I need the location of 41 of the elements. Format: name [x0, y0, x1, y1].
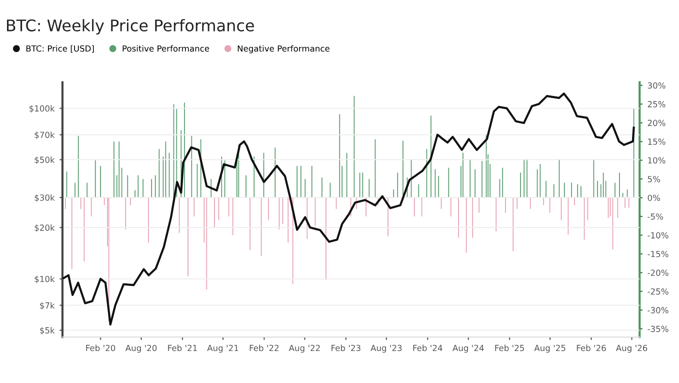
y-tick-label: $50k	[34, 156, 55, 164]
y-tick-label: $20k	[34, 224, 55, 232]
chart-title: BTC: Weekly Price Performance	[7, 19, 254, 35]
x-tick-label: Feb '26	[576, 344, 606, 352]
x-tick-label: Feb '23	[332, 344, 360, 352]
line-series	[62, 92, 635, 326]
y2-tick-label: 10%	[648, 157, 666, 164]
x-tick-label: Aug '22	[288, 344, 320, 353]
x-tick-label: Feb '21	[168, 344, 197, 352]
x-tick-label: Aug '26	[616, 344, 648, 353]
y-tick-label: $10k	[34, 276, 55, 284]
y2-tick-label: -10%	[648, 232, 668, 238]
y-tick-label: $5k	[40, 327, 55, 335]
y2-tick-label: -25%	[648, 288, 668, 295]
y2-tick-label: 0%	[648, 194, 660, 201]
y2-tick-label: -15%	[648, 250, 668, 258]
y2-tick-label: -20%	[648, 270, 668, 276]
x-tick-label: Aug '25	[534, 344, 566, 353]
legend-label: Positive Performance	[122, 45, 210, 52]
x-tick-label: Aug '21	[207, 344, 238, 353]
y2-tick-label: -30%	[648, 307, 668, 314]
x-tick-label: Aug '23	[370, 344, 402, 353]
y2-tick-label: 25%	[648, 101, 666, 108]
y2-tick-label: -5%	[648, 213, 664, 220]
x-tick-label: Feb '20	[86, 344, 116, 352]
y2-tick-label: 5%	[648, 176, 660, 182]
y2-tick-label: 20%	[648, 120, 666, 126]
legend-label: BTC: Price [USD]	[26, 45, 94, 53]
x-tick-label: Aug '20	[125, 344, 157, 353]
y2-tick-label: -35%	[648, 326, 668, 332]
x-tick-label: Feb '22	[250, 344, 278, 352]
legend-label: Negative Performance	[238, 45, 330, 54]
x-tick-label: Aug '24	[452, 344, 484, 353]
x-tick-label: Feb '24	[413, 344, 442, 352]
y-tick-label: $100k	[29, 105, 55, 113]
y-tick-label: $70k	[34, 132, 55, 140]
y-tick-label: $7k	[40, 302, 55, 310]
x-tick-label: Feb '25	[495, 344, 524, 352]
y-tick-label: $30k	[34, 194, 55, 202]
y2-tick-label: 30%	[648, 82, 666, 89]
y2-tick-label: 15%	[648, 138, 666, 145]
